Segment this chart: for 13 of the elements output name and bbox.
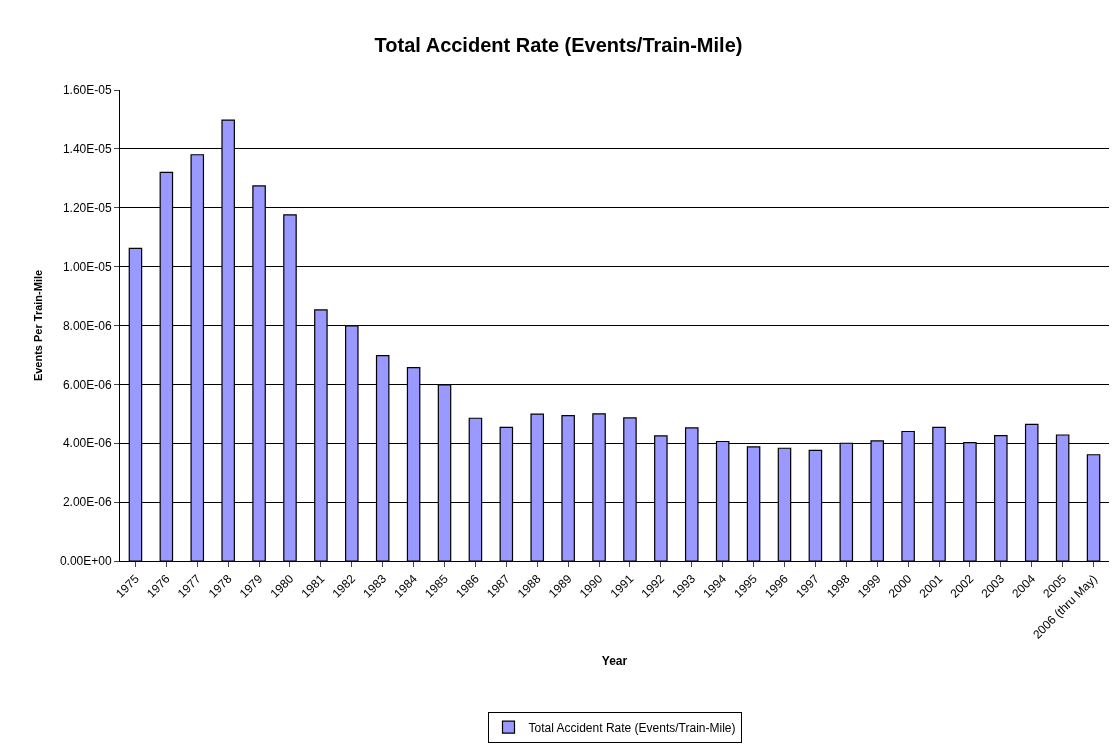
y-tick-label: 0.00E+00 (59, 554, 112, 569)
y-tick-label: 6.00E-06 (62, 377, 112, 392)
y-tick-label: 1.00E-05 (62, 259, 112, 274)
y-tick-label: 2.00E-06 (62, 495, 112, 510)
x-axis-title: Year (601, 653, 628, 668)
y-tick-label: 4.00E-06 (62, 436, 112, 451)
chart-title: Total Accident Rate (Events/Train-Mile) (374, 33, 743, 56)
legend-label: Total Accident Rate (Events/Train-Mile) (528, 720, 736, 735)
y-tick-label: 1.20E-05 (62, 200, 112, 215)
y-tick-label: 1.40E-05 (62, 142, 112, 157)
y-tick-label: 8.00E-06 (62, 318, 112, 333)
y-axis-title: Events Per Train-Mile (31, 269, 44, 382)
y-tick-label: 1.60E-05 (62, 83, 112, 98)
